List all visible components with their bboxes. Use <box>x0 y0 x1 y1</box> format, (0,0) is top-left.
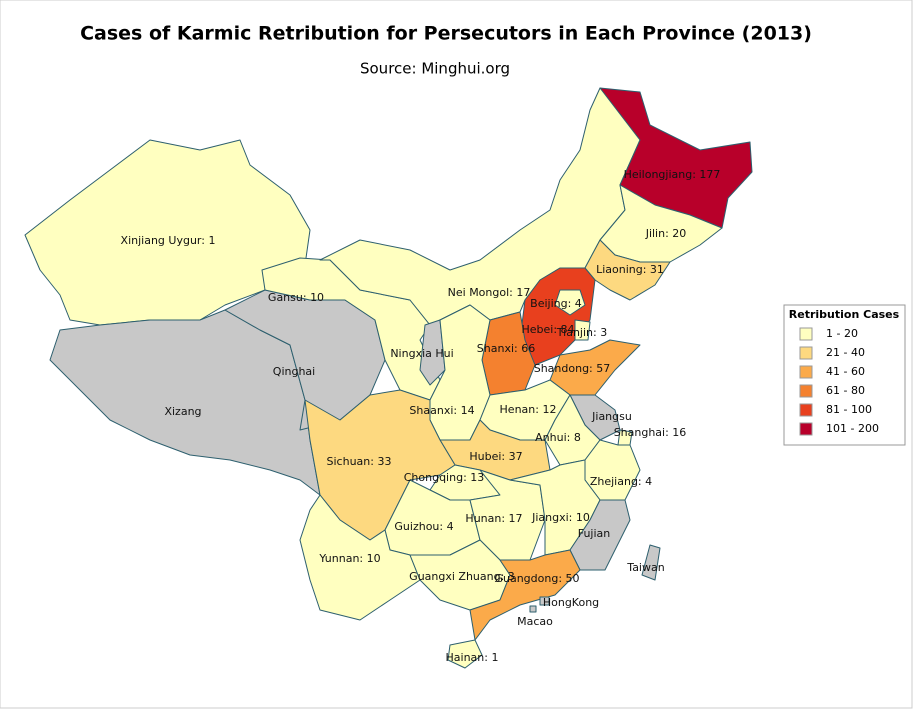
region-label: Yunnan: 10 <box>318 552 380 565</box>
region <box>447 639 483 669</box>
legend-label: 1 - 20 <box>826 327 858 340</box>
region-label: Shaanxi: 14 <box>409 404 474 417</box>
legend-label: 21 - 40 <box>826 346 865 359</box>
region-label: Xinjiang Uygur: 1 <box>121 234 216 247</box>
regions <box>24 87 753 669</box>
region-label: Hubei: 37 <box>469 450 522 463</box>
legend-swatch <box>799 327 813 341</box>
legend-label: 41 - 60 <box>826 365 865 378</box>
region <box>641 544 661 581</box>
chart-title: Cases of Karmic Retribution for Persecut… <box>80 23 812 45</box>
region-label: Anhui: 8 <box>535 431 581 444</box>
region-label: Ningxia Hui <box>390 347 453 360</box>
region-label: Chongqing: 13 <box>404 471 485 484</box>
region-label: Taiwan <box>626 561 664 574</box>
region-label: Heilongjiang: 177 <box>624 168 721 181</box>
region-label: Gansu: 10 <box>268 291 324 304</box>
region-label: Zhejiang: 4 <box>590 475 652 488</box>
legend-label: 61 - 80 <box>826 384 865 397</box>
region-label: Guizhou: 4 <box>394 520 453 533</box>
region-labels: Xinjiang Uygur: 1 Xizang Qinghai Gansu: 10 N… <box>121 168 721 664</box>
region <box>529 605 537 613</box>
region-label: Xizang <box>164 405 201 418</box>
region-label: Fujian <box>578 527 611 540</box>
region <box>539 596 550 606</box>
legend-swatch <box>799 422 813 436</box>
legend-swatch <box>799 346 813 360</box>
chart-subtitle: Source: Minghui.org <box>360 60 510 78</box>
legend-label: 101 - 200 <box>826 422 879 435</box>
region-label: HongKong <box>543 596 599 609</box>
region <box>569 499 631 571</box>
region-label: Shanxi: 66 <box>477 342 535 355</box>
region-label: Sichuan: 33 <box>327 455 392 468</box>
region-label: Henan: 12 <box>500 403 557 416</box>
legend-title: Retribution Cases <box>789 308 900 321</box>
region-label: Liaoning: 31 <box>596 263 664 276</box>
region-label: Jiangxi: 10 <box>531 511 590 524</box>
region-label: Jiangsu <box>591 410 632 423</box>
legend: Retribution Cases 1 - 20 21 - 40 41 - 60 61… <box>783 304 906 446</box>
region <box>469 549 581 641</box>
region-label: Qinghai <box>273 365 315 378</box>
region <box>574 319 591 341</box>
region-label: Tianjin: 3 <box>556 326 607 339</box>
region <box>419 319 446 386</box>
legend-swatch <box>799 384 813 398</box>
region-label: Hainan: 1 <box>446 651 499 664</box>
region-label: Guangxi Zhuang: 3 <box>409 570 515 583</box>
region <box>554 289 586 316</box>
legend-label: 81 - 100 <box>826 403 872 416</box>
region <box>299 494 421 621</box>
region-label: Jilin: 20 <box>645 227 687 240</box>
region-label: Beijing: 4 <box>530 297 582 310</box>
region-label: Hebei: 84 <box>521 323 574 336</box>
legend-swatch <box>799 403 813 417</box>
region-label: Nei Mongol: 17 <box>448 286 531 299</box>
region-label: Shandong: 57 <box>534 362 611 375</box>
region-label: Shanghai: 16 <box>614 426 687 439</box>
region-label: Hunan: 17 <box>465 512 522 525</box>
region-label: Guangdong: 50 <box>494 572 579 585</box>
legend-swatch <box>799 365 813 379</box>
region-label: Macao <box>517 615 553 628</box>
